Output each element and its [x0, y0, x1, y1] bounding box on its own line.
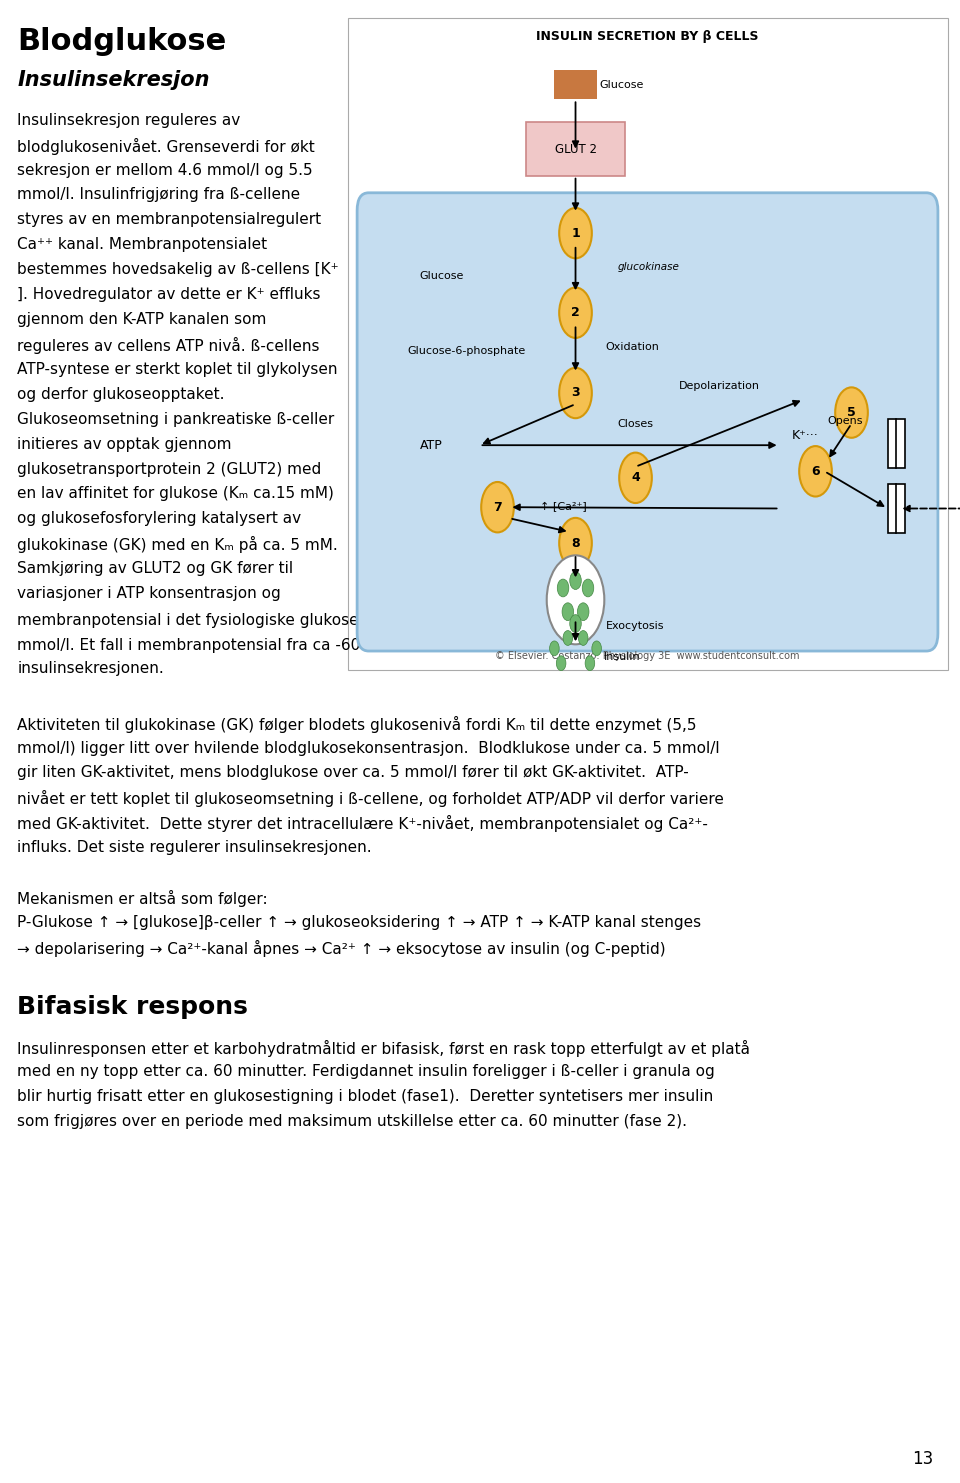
FancyBboxPatch shape	[348, 18, 948, 670]
FancyBboxPatch shape	[554, 70, 596, 99]
Text: gjennom den K-ATP kanalen som: gjennom den K-ATP kanalen som	[17, 311, 267, 328]
Circle shape	[547, 555, 605, 644]
Text: ↑ [Ca²⁺]: ↑ [Ca²⁺]	[540, 501, 587, 510]
Text: 8: 8	[571, 537, 580, 550]
Circle shape	[586, 655, 594, 670]
Circle shape	[562, 602, 573, 620]
Text: Exocytosis: Exocytosis	[606, 621, 664, 630]
Circle shape	[591, 641, 601, 655]
Text: Closes: Closes	[617, 418, 654, 429]
Text: med GK-aktivitet.  Dette styrer det intracellulære K⁺-nivået, membranpotensialet: med GK-aktivitet. Dette styrer det intra…	[17, 816, 708, 832]
Text: Ca⁺⁺ kanal. Membranpotensialet: Ca⁺⁺ kanal. Membranpotensialet	[17, 237, 268, 252]
Text: og derfor glukoseopptaket.: og derfor glukoseopptaket.	[17, 387, 225, 402]
Text: glukokinase (GK) med en Kₘ på ca. 5 mM.: glukokinase (GK) med en Kₘ på ca. 5 mM.	[17, 537, 338, 553]
Circle shape	[559, 368, 591, 418]
Text: → depolarisering → Ca²⁺-kanal åpnes → Ca²⁺ ↑ → eksocytose av insulin (og C-pepti: → depolarisering → Ca²⁺-kanal åpnes → Ca…	[17, 940, 666, 957]
Text: mmol/l) ligger litt over hvilende blodglukosekonsentrasjon.  Blodklukose under c: mmol/l) ligger litt over hvilende blodgl…	[17, 740, 720, 755]
Text: Glucose: Glucose	[420, 270, 464, 280]
Text: 7: 7	[493, 501, 502, 513]
Circle shape	[556, 655, 565, 670]
Text: membranpotensial i det fysiologiske glukosekonsentrasjonsområdet, dvs. mellom 4.: membranpotensial i det fysiologiske gluk…	[17, 611, 702, 627]
Text: 2: 2	[571, 305, 580, 319]
Text: insulinsekresjonen.: insulinsekresjonen.	[17, 661, 164, 676]
Text: Insulinresponsen etter et karbohydratmåltid er bifasisk, først en rask topp ette: Insulinresponsen etter et karbohydratmål…	[17, 1040, 751, 1056]
Text: 5: 5	[847, 406, 856, 420]
Text: 13: 13	[912, 1450, 933, 1468]
Circle shape	[570, 614, 581, 632]
Text: P-Glukose ↑ → [glukose]β-celler ↑ → glukoseoksidering ↑ → ATP ↑ → K-ATP kanal st: P-Glukose ↑ → [glukose]β-celler ↑ → gluk…	[17, 915, 702, 930]
Text: GLUT 2: GLUT 2	[555, 142, 596, 156]
Text: blodglukosenivået. Grenseverdi for økt: blodglukosenivået. Grenseverdi for økt	[17, 138, 315, 154]
Text: glucokinase: glucokinase	[617, 262, 680, 271]
Text: Insulinsekresjon reguleres av: Insulinsekresjon reguleres av	[17, 113, 241, 128]
Text: K⁺···: K⁺···	[791, 429, 818, 442]
Text: © Elsevier. Costanzo: Physiology 3E  www.studentconsult.com: © Elsevier. Costanzo: Physiology 3E www.…	[495, 651, 800, 661]
Text: styres av en membranpotensialregulert: styres av en membranpotensialregulert	[17, 212, 322, 227]
Text: reguleres av cellens ATP nivå. ß-cellens: reguleres av cellens ATP nivå. ß-cellens	[17, 337, 320, 354]
Text: Glukoseomsetning i pankreatiske ß-celler: Glukoseomsetning i pankreatiske ß-celler	[17, 412, 334, 427]
Text: 1: 1	[571, 227, 580, 240]
Text: Insulin: Insulin	[605, 653, 641, 663]
Circle shape	[559, 518, 591, 568]
Text: en lav affinitet for glukose (Kₘ ca.15 mM): en lav affinitet for glukose (Kₘ ca.15 m…	[17, 486, 334, 501]
Circle shape	[559, 288, 591, 338]
Circle shape	[619, 452, 652, 503]
Text: som frigjøres over en periode med maksimum utskillelse etter ca. 60 minutter (fa: som frigjøres over en periode med maksim…	[17, 1114, 687, 1129]
FancyBboxPatch shape	[525, 122, 625, 175]
Circle shape	[481, 482, 514, 532]
Circle shape	[799, 446, 832, 497]
Circle shape	[570, 571, 581, 589]
Circle shape	[559, 208, 591, 258]
Circle shape	[563, 630, 572, 645]
Text: INSULIN SECRETION BY β CELLS: INSULIN SECRETION BY β CELLS	[537, 30, 758, 43]
Text: initieres av opptak gjennom: initieres av opptak gjennom	[17, 436, 231, 452]
Circle shape	[578, 630, 588, 645]
Circle shape	[582, 578, 593, 596]
Text: bestemmes hovedsakelig av ß-cellens [K⁺: bestemmes hovedsakelig av ß-cellens [K⁺	[17, 262, 339, 277]
Text: sekresjon er mellom 4.6 mmol/l og 5.5: sekresjon er mellom 4.6 mmol/l og 5.5	[17, 163, 313, 178]
Text: med en ny topp etter ca. 60 minutter. Ferdigdannet insulin foreligger i ß-celler: med en ny topp etter ca. 60 minutter. Fe…	[17, 1065, 715, 1080]
Text: og glukosefosforylering katalysert av: og glukosefosforylering katalysert av	[17, 512, 301, 526]
Text: Oxidation: Oxidation	[606, 341, 660, 351]
Text: Bifasisk respons: Bifasisk respons	[17, 995, 248, 1019]
Text: Opens: Opens	[828, 415, 863, 426]
Text: Depolarization: Depolarization	[679, 381, 760, 392]
Text: 6: 6	[811, 464, 820, 478]
Text: ATP: ATP	[420, 439, 443, 452]
Circle shape	[835, 387, 868, 437]
Text: nivået er tett koplet til glukoseomsetning i ß-cellene, og forholdet ATP/ADP vil: nivået er tett koplet til glukoseomsetni…	[17, 790, 724, 807]
Text: ]. Hovedregulator av dette er K⁺ effluks: ]. Hovedregulator av dette er K⁺ effluks	[17, 288, 321, 303]
Circle shape	[577, 602, 588, 620]
Text: ATP-syntese er sterkt koplet til glykolysen: ATP-syntese er sterkt koplet til glykoly…	[17, 362, 338, 377]
Text: Blodglukose: Blodglukose	[17, 27, 227, 56]
Text: Samkjøring av GLUT2 og GK fører til: Samkjøring av GLUT2 og GK fører til	[17, 561, 294, 577]
FancyBboxPatch shape	[887, 485, 904, 534]
Text: blir hurtig frisatt etter en glukosestigning i blodet (fase1).  Deretter synteti: blir hurtig frisatt etter en glukosestig…	[17, 1090, 713, 1105]
Text: Insulinsekresjon: Insulinsekresjon	[17, 70, 210, 89]
Circle shape	[549, 641, 559, 655]
FancyBboxPatch shape	[887, 420, 904, 469]
FancyBboxPatch shape	[357, 193, 938, 651]
Circle shape	[557, 578, 568, 596]
Text: mmol/l. Insulinfrigjøring fra ß-cellene: mmol/l. Insulinfrigjøring fra ß-cellene	[17, 187, 300, 203]
Text: 3: 3	[571, 387, 580, 399]
Text: Glucose: Glucose	[599, 80, 644, 89]
Text: gir liten GK-aktivitet, mens blodglukose over ca. 5 mmol/l fører til økt GK-akti: gir liten GK-aktivitet, mens blodglukose…	[17, 765, 689, 780]
Text: Mekanismen er altså som følger:: Mekanismen er altså som følger:	[17, 890, 268, 908]
Text: 4: 4	[631, 472, 640, 485]
Text: mmol/l. Et fall i membranpotensial fra ca -60 mv til -40 mv er nok til å øke: mmol/l. Et fall i membranpotensial fra c…	[17, 636, 587, 653]
Text: variasjoner i ATP konsentrasjon og: variasjoner i ATP konsentrasjon og	[17, 586, 281, 601]
Text: Aktiviteten til glukokinase (GK) følger blodets glukosenivå fordi Kₘ til dette e: Aktiviteten til glukokinase (GK) følger …	[17, 716, 697, 733]
Text: glukosetransportprotein 2 (GLUT2) med: glukosetransportprotein 2 (GLUT2) med	[17, 461, 322, 476]
Text: influks. Det siste regulerer insulinsekresjonen.: influks. Det siste regulerer insulinsekr…	[17, 841, 372, 856]
Text: Glucose-6-phosphate: Glucose-6-phosphate	[407, 346, 526, 356]
